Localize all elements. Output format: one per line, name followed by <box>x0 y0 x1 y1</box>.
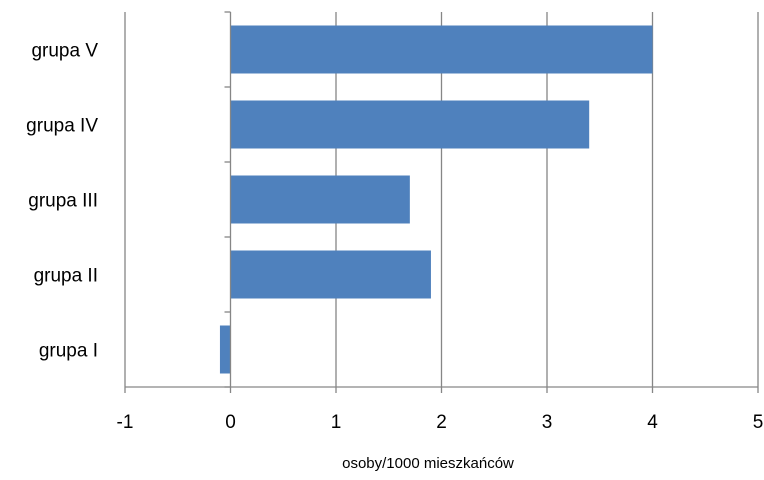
x-axis-title: osoby/1000 mieszkańców <box>342 455 514 472</box>
bar-grupa-iv <box>230 100 590 149</box>
y-category-label: grupa III <box>28 191 98 212</box>
y-category-label: grupa IV <box>26 116 98 137</box>
bars <box>219 25 653 374</box>
bar-grupa-v <box>230 25 653 74</box>
x-tick-label: 4 <box>647 412 658 433</box>
bar-grupa-ii <box>230 250 431 299</box>
y-category-label: grupa V <box>31 41 98 62</box>
gridlines <box>124 12 759 387</box>
x-tick-label: 2 <box>436 412 447 433</box>
x-tick-label: -1 <box>117 412 134 433</box>
x-tick-label: 1 <box>331 412 342 433</box>
bar-grupa-i <box>219 325 231 374</box>
y-category-label: grupa II <box>34 266 98 287</box>
bar-grupa-iii <box>230 175 410 224</box>
x-tick-label: 0 <box>225 412 236 433</box>
x-tick-label: 3 <box>542 412 553 433</box>
x-tick-label: 5 <box>753 412 764 433</box>
labels: -1 0 1 2 3 4 5 grupa V grupa IV grupa III grupa II… <box>26 41 763 434</box>
y-category-label: grupa I <box>39 341 98 362</box>
axes <box>124 11 759 393</box>
